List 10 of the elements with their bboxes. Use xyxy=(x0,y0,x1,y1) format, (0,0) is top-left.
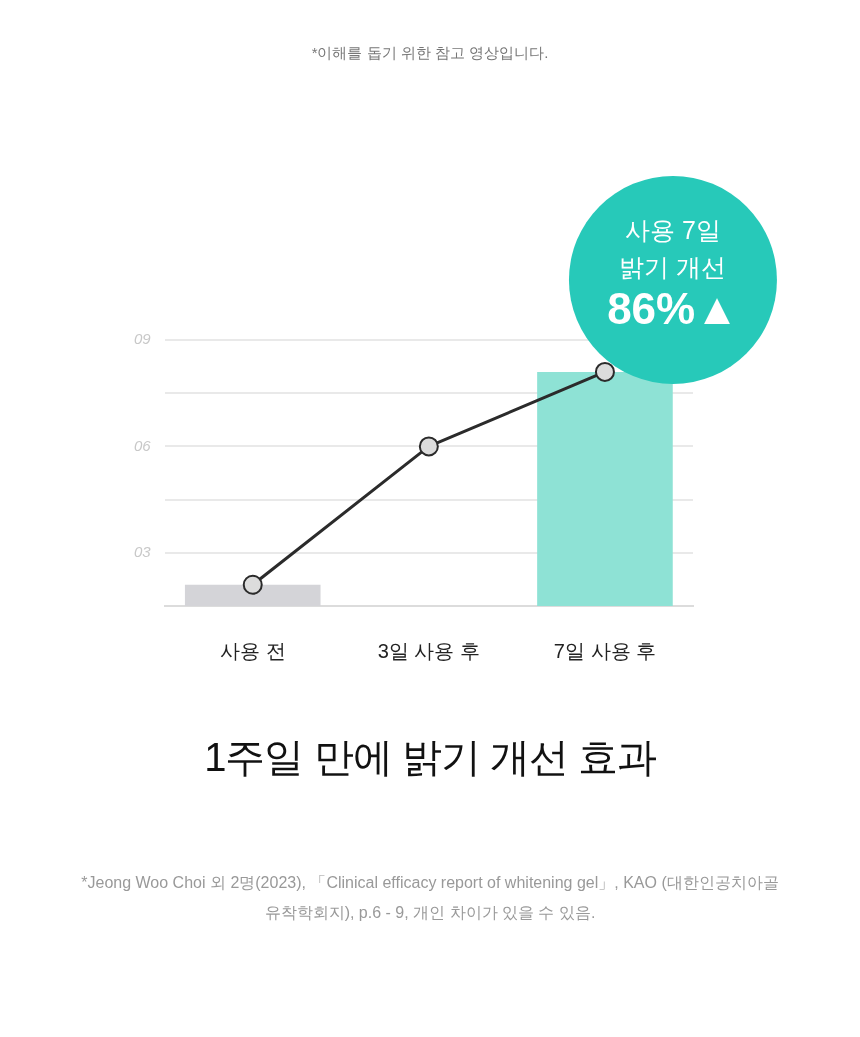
text: 1주일 만에 밝기 개선 효과 xyxy=(203,734,657,781)
annotation: 사용 7일 밝기 개선 86%▲ xyxy=(607,215,739,334)
text: *Jeong Woo Choi 외 2명(2023), 「Clinical efficacy report of whitening gel」, KAO (대한인공치아골유착학회지), p.6 - 9, 개인 차이가 있을 수 있음. xyxy=(80,873,780,923)
point xyxy=(594,361,615,382)
point xyxy=(418,436,439,457)
chart-subtitle: *이해를 돕기 위한 참고 영상입니다. xyxy=(310,44,550,63)
x-tick-label: 7일 사용 후 xyxy=(553,639,657,662)
x-tick-label: 사용 전 xyxy=(219,639,286,662)
x-tick-label: 3일 사용 후 xyxy=(377,639,480,662)
point xyxy=(242,574,263,595)
